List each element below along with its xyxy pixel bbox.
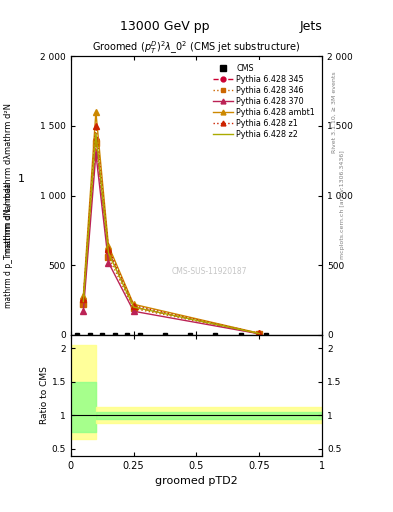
Text: CMS-SUS-11920187: CMS-SUS-11920187 [171, 267, 247, 275]
Pythia 6.428 z2 [131, 304, 136, 310]
Pythia 6.428 345 [94, 137, 98, 143]
Title: Groomed $(p_T^D)^2\lambda\_0^2$ (CMS jet substructure): Groomed $(p_T^D)^2\lambda\_0^2$ (CMS jet… [92, 39, 301, 56]
Pythia 6.428 346 [257, 331, 262, 337]
Text: 1: 1 [18, 174, 25, 184]
Pythia 6.428 z1 [106, 245, 111, 251]
Line: Pythia 6.428 ambt1: Pythia 6.428 ambt1 [81, 109, 262, 336]
Pythia 6.428 z2 [106, 250, 111, 256]
Pythia 6.428 ambt1 [81, 293, 86, 299]
Pythia 6.428 z2 [81, 298, 86, 305]
Pythia 6.428 345 [81, 297, 86, 303]
Legend: CMS, Pythia 6.428 345, Pythia 6.428 346, Pythia 6.428 370, Pythia 6.428 ambt1, P: CMS, Pythia 6.428 345, Pythia 6.428 346,… [210, 60, 318, 142]
Pythia 6.428 346 [81, 301, 86, 307]
Pythia 6.428 345 [257, 330, 262, 336]
Pythia 6.428 370 [81, 308, 86, 314]
Text: Jets: Jets [299, 20, 322, 33]
Text: mcplots.cern.ch [arXiv:1306.3436]: mcplots.cern.ch [arXiv:1306.3436] [340, 151, 345, 259]
Text: mathrm d p_T mathrm d lambda: mathrm d p_T mathrm d lambda [4, 183, 13, 308]
Pythia 6.428 370 [131, 308, 136, 314]
Pythia 6.428 ambt1 [106, 243, 111, 249]
Text: 13000 GeV pp: 13000 GeV pp [120, 20, 210, 33]
Pythia 6.428 346 [94, 140, 98, 146]
Line: Pythia 6.428 z1: Pythia 6.428 z1 [81, 123, 262, 336]
X-axis label: groomed pTD2: groomed pTD2 [155, 476, 238, 486]
Line: Pythia 6.428 346: Pythia 6.428 346 [81, 140, 262, 336]
Pythia 6.428 345 [131, 304, 136, 310]
Text: mathrm dN / mathrm dλ: mathrm dN / mathrm dλ [4, 154, 13, 256]
Pythia 6.428 z2 [257, 330, 262, 336]
Pythia 6.428 ambt1 [94, 109, 98, 115]
Pythia 6.428 z1 [257, 330, 262, 336]
Pythia 6.428 345 [106, 248, 111, 254]
Pythia 6.428 370 [257, 331, 262, 337]
Pythia 6.428 346 [106, 254, 111, 260]
Text: mathrm d²N: mathrm d²N [4, 102, 13, 154]
Line: Pythia 6.428 z2: Pythia 6.428 z2 [83, 133, 259, 333]
Pythia 6.428 346 [131, 305, 136, 311]
Pythia 6.428 z1 [131, 303, 136, 309]
Pythia 6.428 ambt1 [131, 301, 136, 307]
Line: Pythia 6.428 370: Pythia 6.428 370 [81, 151, 262, 336]
Pythia 6.428 z1 [94, 123, 98, 129]
Pythia 6.428 370 [106, 260, 111, 266]
Line: Pythia 6.428 345: Pythia 6.428 345 [81, 137, 262, 336]
Text: Rivet 3.1.10, ≥ 3M events: Rivet 3.1.10, ≥ 3M events [332, 72, 337, 154]
Pythia 6.428 370 [94, 151, 98, 157]
Pythia 6.428 z1 [81, 295, 86, 302]
Pythia 6.428 ambt1 [257, 330, 262, 336]
Y-axis label: Ratio to CMS: Ratio to CMS [40, 367, 49, 424]
Pythia 6.428 z2 [94, 130, 98, 136]
